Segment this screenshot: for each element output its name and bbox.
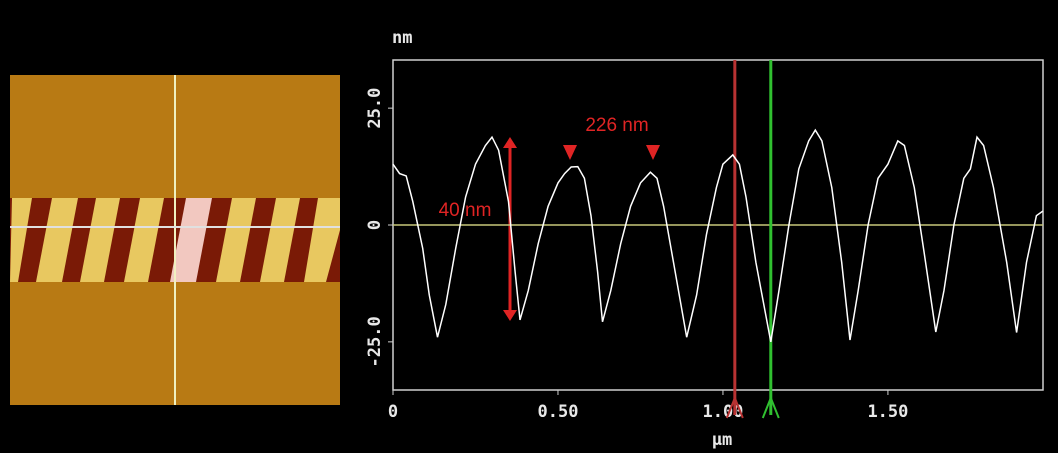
x-tick-label: 0.50: [537, 402, 578, 422]
y-tick-label: 0: [365, 220, 385, 230]
y-tick-label: -25.0: [365, 316, 385, 367]
x-axis-label: µm: [712, 430, 732, 450]
afm-image: [10, 75, 340, 405]
y-axis-label: nm: [392, 28, 412, 48]
x-tick-label: 0: [388, 402, 398, 422]
x-tick-label: 1.50: [867, 402, 908, 422]
y-tick-label: 25.0: [365, 88, 385, 129]
screenshot: nm µm 226 nm 40 nm 25.00-25.000.501.001.…: [0, 0, 1058, 453]
annotation: 226 nm: [585, 115, 648, 136]
